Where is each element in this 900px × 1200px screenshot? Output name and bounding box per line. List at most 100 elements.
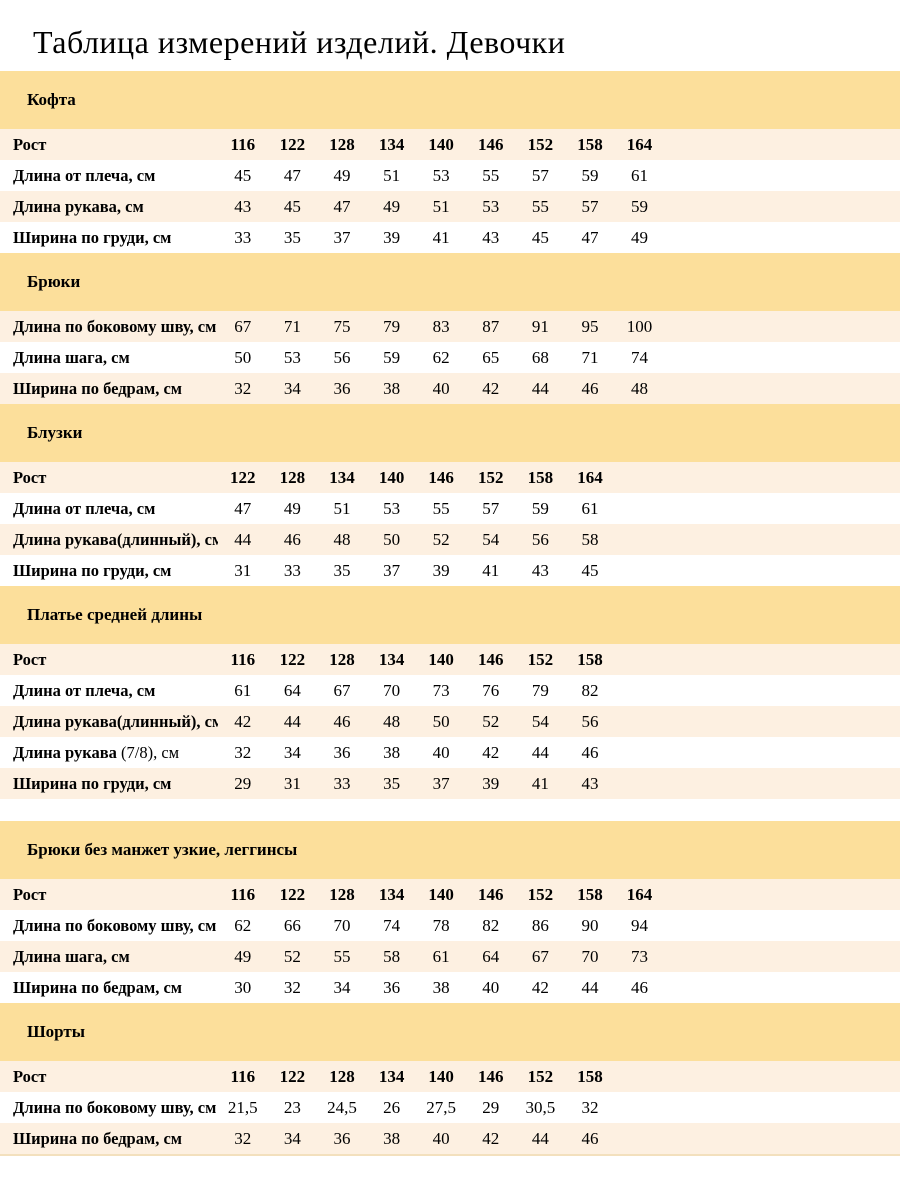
table-row: Длина по боковому шву, см 21,5 23 24,5 26 27,… xyxy=(0,1092,900,1123)
section-header: Шорты xyxy=(0,1003,900,1061)
value-cell: 128 xyxy=(329,884,355,904)
value-cell: 37 xyxy=(383,560,401,580)
value-cell: 33 xyxy=(333,773,351,793)
section-header: Брюки без манжет узкие, леггинсы xyxy=(0,821,900,879)
table-section: Блузки Рост 122 128 134 140 146 152 158 164 Длина … xyxy=(0,404,900,586)
value-cell: 26 xyxy=(383,1097,401,1117)
value-cell: 33 xyxy=(234,227,252,247)
table-row: Длина от плеча, см 61 64 67 70 73 76 79 82 xyxy=(0,675,900,706)
value-cell: 50 xyxy=(432,711,450,731)
value-cell: 158 xyxy=(577,884,603,904)
table-row: Длина шага, см 50 53 56 59 62 65 68 71 74 xyxy=(0,342,900,373)
value-cell: 128 xyxy=(279,467,306,487)
value-cell: 140 xyxy=(428,884,454,904)
value-cell: 152 xyxy=(527,649,554,669)
value-cell: 56 xyxy=(581,711,599,731)
table-section: Брюки без манжет узкие, леггинсы Рост 116 1… xyxy=(0,821,900,1003)
table-row: Длина от плеча, см 45 47 49 51 53 55 57 59 61 xyxy=(0,160,900,191)
value-cell: 82 xyxy=(482,915,500,935)
value-cell: 39 xyxy=(432,560,450,580)
table-row: Ширина по груди, см 31 33 35 37 39 41 43 45 xyxy=(0,555,900,586)
value-cell: 48 xyxy=(631,378,649,398)
value-cell: 34 xyxy=(283,1128,301,1148)
value-cell: 134 xyxy=(378,649,405,669)
value-cell: 31 xyxy=(234,560,252,580)
value-cell: 128 xyxy=(329,1066,355,1086)
value-cell: 71 xyxy=(283,316,301,336)
value-cell: 122 xyxy=(279,1066,306,1086)
value-cell: 47 xyxy=(581,227,599,247)
section-header: Блузки xyxy=(0,404,900,462)
value-cell: 61 xyxy=(581,498,599,518)
value-cell: 29 xyxy=(482,1097,500,1117)
value-cell: 36 xyxy=(333,1128,351,1148)
value-cell: 57 xyxy=(581,196,599,216)
section-title: Шорты xyxy=(27,1022,86,1041)
value-cell: 46 xyxy=(581,742,599,762)
table-section: Платье средней длины Рост 116 122 128 134 140 1… xyxy=(0,586,900,799)
value-cell: 38 xyxy=(383,378,401,398)
value-cell: 61 xyxy=(631,165,649,185)
value-cell: 52 xyxy=(432,529,450,549)
value-cell: 100 xyxy=(626,316,653,336)
value-cell: 59 xyxy=(581,165,599,185)
row-label: Ширина по груди, см xyxy=(13,227,172,247)
value-cell: 36 xyxy=(333,378,351,398)
value-cell: 46 xyxy=(333,711,351,731)
row-label: Длина по боковому шву, см xyxy=(13,1097,217,1117)
value-cell: 30,5 xyxy=(525,1097,556,1117)
value-cell: 82 xyxy=(581,680,599,700)
value-cell: 67 xyxy=(333,680,351,700)
value-cell: 62 xyxy=(234,915,252,935)
value-cell: 34 xyxy=(283,742,301,762)
value-cell: 38 xyxy=(383,1128,401,1148)
value-cell: 49 xyxy=(383,196,401,216)
table-section: Шорты Рост 116 122 128 134 140 146 152 158 Длина п… xyxy=(0,1003,900,1156)
page: Таблица измерений изделий. Девочки Кофта… xyxy=(0,24,900,1156)
value-cell: 49 xyxy=(631,227,649,247)
value-cell: 116 xyxy=(230,1066,256,1086)
value-cell: 152 xyxy=(527,134,554,154)
value-cell: 42 xyxy=(482,378,500,398)
value-cell: 134 xyxy=(378,884,405,904)
value-cell: 40 xyxy=(432,1128,450,1148)
value-cell: 73 xyxy=(631,946,649,966)
value-cell: 83 xyxy=(432,316,450,336)
value-cell: 49 xyxy=(333,165,351,185)
value-cell: 45 xyxy=(283,196,301,216)
value-cell: 74 xyxy=(631,347,649,367)
row-label: Длина от плеча, см xyxy=(13,680,156,700)
section-title: Кофта xyxy=(27,90,76,109)
row-label-light: (7/8), см xyxy=(116,742,180,762)
value-cell: 152 xyxy=(527,884,554,904)
value-cell: 40 xyxy=(482,977,500,997)
value-cell: 34 xyxy=(283,378,301,398)
value-cell: 46 xyxy=(631,977,649,997)
value-cell: 44 xyxy=(531,378,549,398)
value-cell: 116 xyxy=(230,134,256,154)
value-cell: 53 xyxy=(432,165,450,185)
value-cell: 116 xyxy=(230,884,256,904)
value-cell: 51 xyxy=(333,498,351,518)
value-cell: 146 xyxy=(478,649,504,669)
value-cell: 48 xyxy=(333,529,351,549)
table-row: Длина по боковому шву, см 62 66 70 74 78 82 86 9… xyxy=(0,910,900,941)
value-cell: 40 xyxy=(432,378,450,398)
value-cell: 35 xyxy=(283,227,301,247)
value-cell: 44 xyxy=(581,977,599,997)
value-cell: 43 xyxy=(581,773,599,793)
row-label: Ширина по бедрам, см xyxy=(13,977,183,997)
value-cell: 62 xyxy=(432,347,450,367)
value-cell: 32 xyxy=(581,1097,599,1117)
value-cell: 45 xyxy=(581,560,599,580)
value-cell: 42 xyxy=(482,1128,500,1148)
value-cell: 158 xyxy=(577,649,603,669)
table-section: Брюки Длина по боковому шву, см 67 71 75 79 83… xyxy=(0,253,900,404)
value-cell: 134 xyxy=(329,467,355,487)
value-cell: 45 xyxy=(531,227,549,247)
value-cell: 134 xyxy=(378,134,405,154)
row-label: Длина шага, см xyxy=(13,946,130,966)
value-cell: 34 xyxy=(333,977,351,997)
row-label: Длина рукава (7/8), см xyxy=(13,742,180,762)
value-cell: 56 xyxy=(531,529,549,549)
